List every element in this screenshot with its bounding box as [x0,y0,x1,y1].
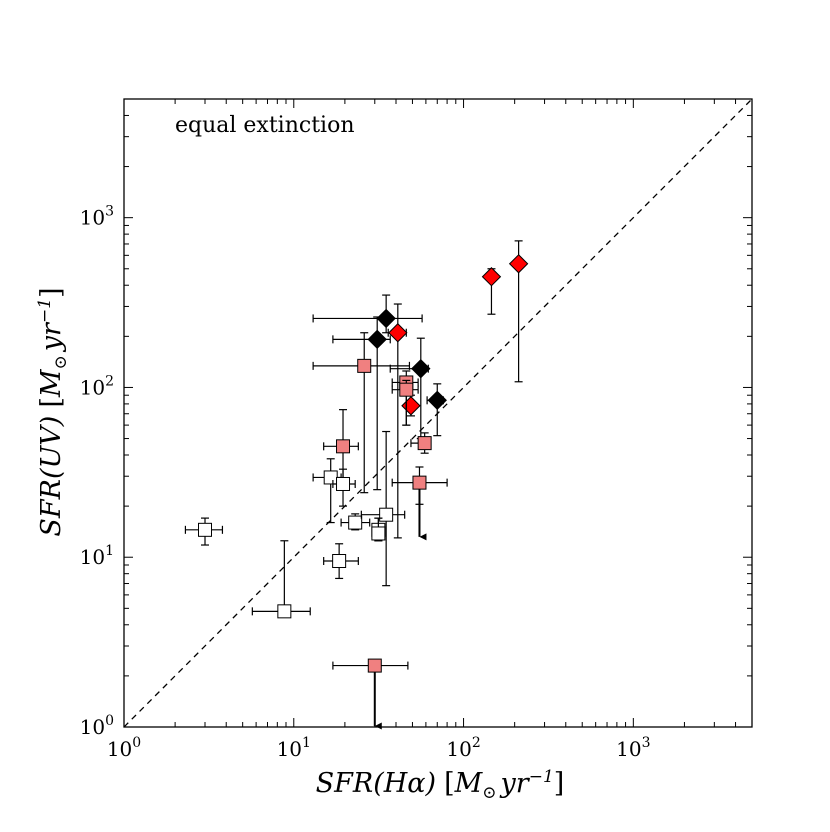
x-tick-label-exp: 3 [642,735,651,751]
point-s3-8-square-marker [277,604,292,619]
point-s0-2-diamond-marker [411,358,431,379]
x-tick-label: 101 [277,735,311,761]
x-label-unit-sub: ⊙ [482,783,496,803]
x-tick-label-exp: 0 [132,735,141,751]
y-tick-label-base: 10 [80,206,105,230]
point-s1-2-diamond-marker [508,254,529,274]
x-label-unit-m: M [454,768,484,799]
point-s2-0-square-marker [357,358,372,373]
point-s3-2-square-marker [348,515,363,530]
point-s3-7-square-marker [198,522,213,537]
x-label-main: SFR(Hα) [316,768,436,799]
point-s2-3-square-marker [336,439,351,454]
y-tick-label: 101 [80,543,114,569]
svg-text:SFR(Hα)[M⊙yr−1]: SFR(Hα) [M⊙ yr−1] [316,767,565,803]
point-s3-0-square-marker [323,470,338,485]
plot-frame [123,98,753,728]
y-tick-label-base: 10 [80,375,105,399]
y-label-unit-sub: ⊙ [51,355,71,369]
x-tick-label-base: 10 [107,737,132,761]
y-tick-label: 103 [80,204,114,230]
svg-text:SFR(UV)[M⊙yr−1]: SFR(UV)[M⊙yr−1] [35,287,71,536]
point-s3-1-square-marker [336,476,351,491]
point-s2-6-square-marker [367,658,382,673]
y-tick-label-exp: 0 [105,713,114,729]
y-label-main: SFR(UV) [36,416,67,537]
y-label-unit-sup: −1 [35,298,55,323]
y-tick-label: 102 [80,373,114,399]
y-tick-label-base: 10 [80,715,105,739]
point-s1-0-diamond-marker [388,323,408,343]
y-label-unit-m: M [36,368,67,398]
point-s2-2-square-marker [399,382,414,397]
x-tick-label-base: 10 [446,737,471,761]
point-s3-5-square-marker [371,526,386,541]
x-tick-label-base: 10 [277,737,302,761]
x-tick-label: 100 [107,735,141,761]
y-tick-label-exp: 1 [105,543,114,559]
x-tick-label: 102 [446,735,480,761]
reference-line-one-to-one [124,99,752,727]
x-tick-label-exp: 1 [302,735,311,751]
y-tick-label: 100 [80,713,114,739]
point-s3-6-square-marker [332,554,347,569]
x-axis-label: SFR(Hα) [M⊙ yr−1] [316,767,565,803]
y-tick-label-exp: 3 [105,204,114,220]
x-tick-label-exp: 2 [472,735,481,751]
y-tick-label-base: 10 [80,545,105,569]
point-s0-0-diamond-marker [376,308,396,329]
point-s0-1-diamond-marker [367,329,387,350]
point-s1-1-diamond-marker [481,267,502,287]
point-s3-3-square-marker [379,507,394,522]
annotation-text: equal extinction [175,113,355,138]
x-label-unit-sup: −1 [529,767,554,787]
point-s1-3-diamond-marker [401,396,421,416]
x-tick-label-base: 10 [616,737,641,761]
y-tick-label-exp: 2 [105,373,114,389]
y-label-unit-yr: yr [36,321,67,352]
point-s0-3-diamond-marker [427,390,447,411]
y-axis-label: SFR(UV)[M⊙yr−1] [35,287,71,536]
point-s2-5-square-marker [412,475,427,490]
point-s2-4-square-marker [417,436,432,451]
x-tick-label: 103 [616,735,650,761]
x-label-unit-yr: yr [500,768,531,799]
